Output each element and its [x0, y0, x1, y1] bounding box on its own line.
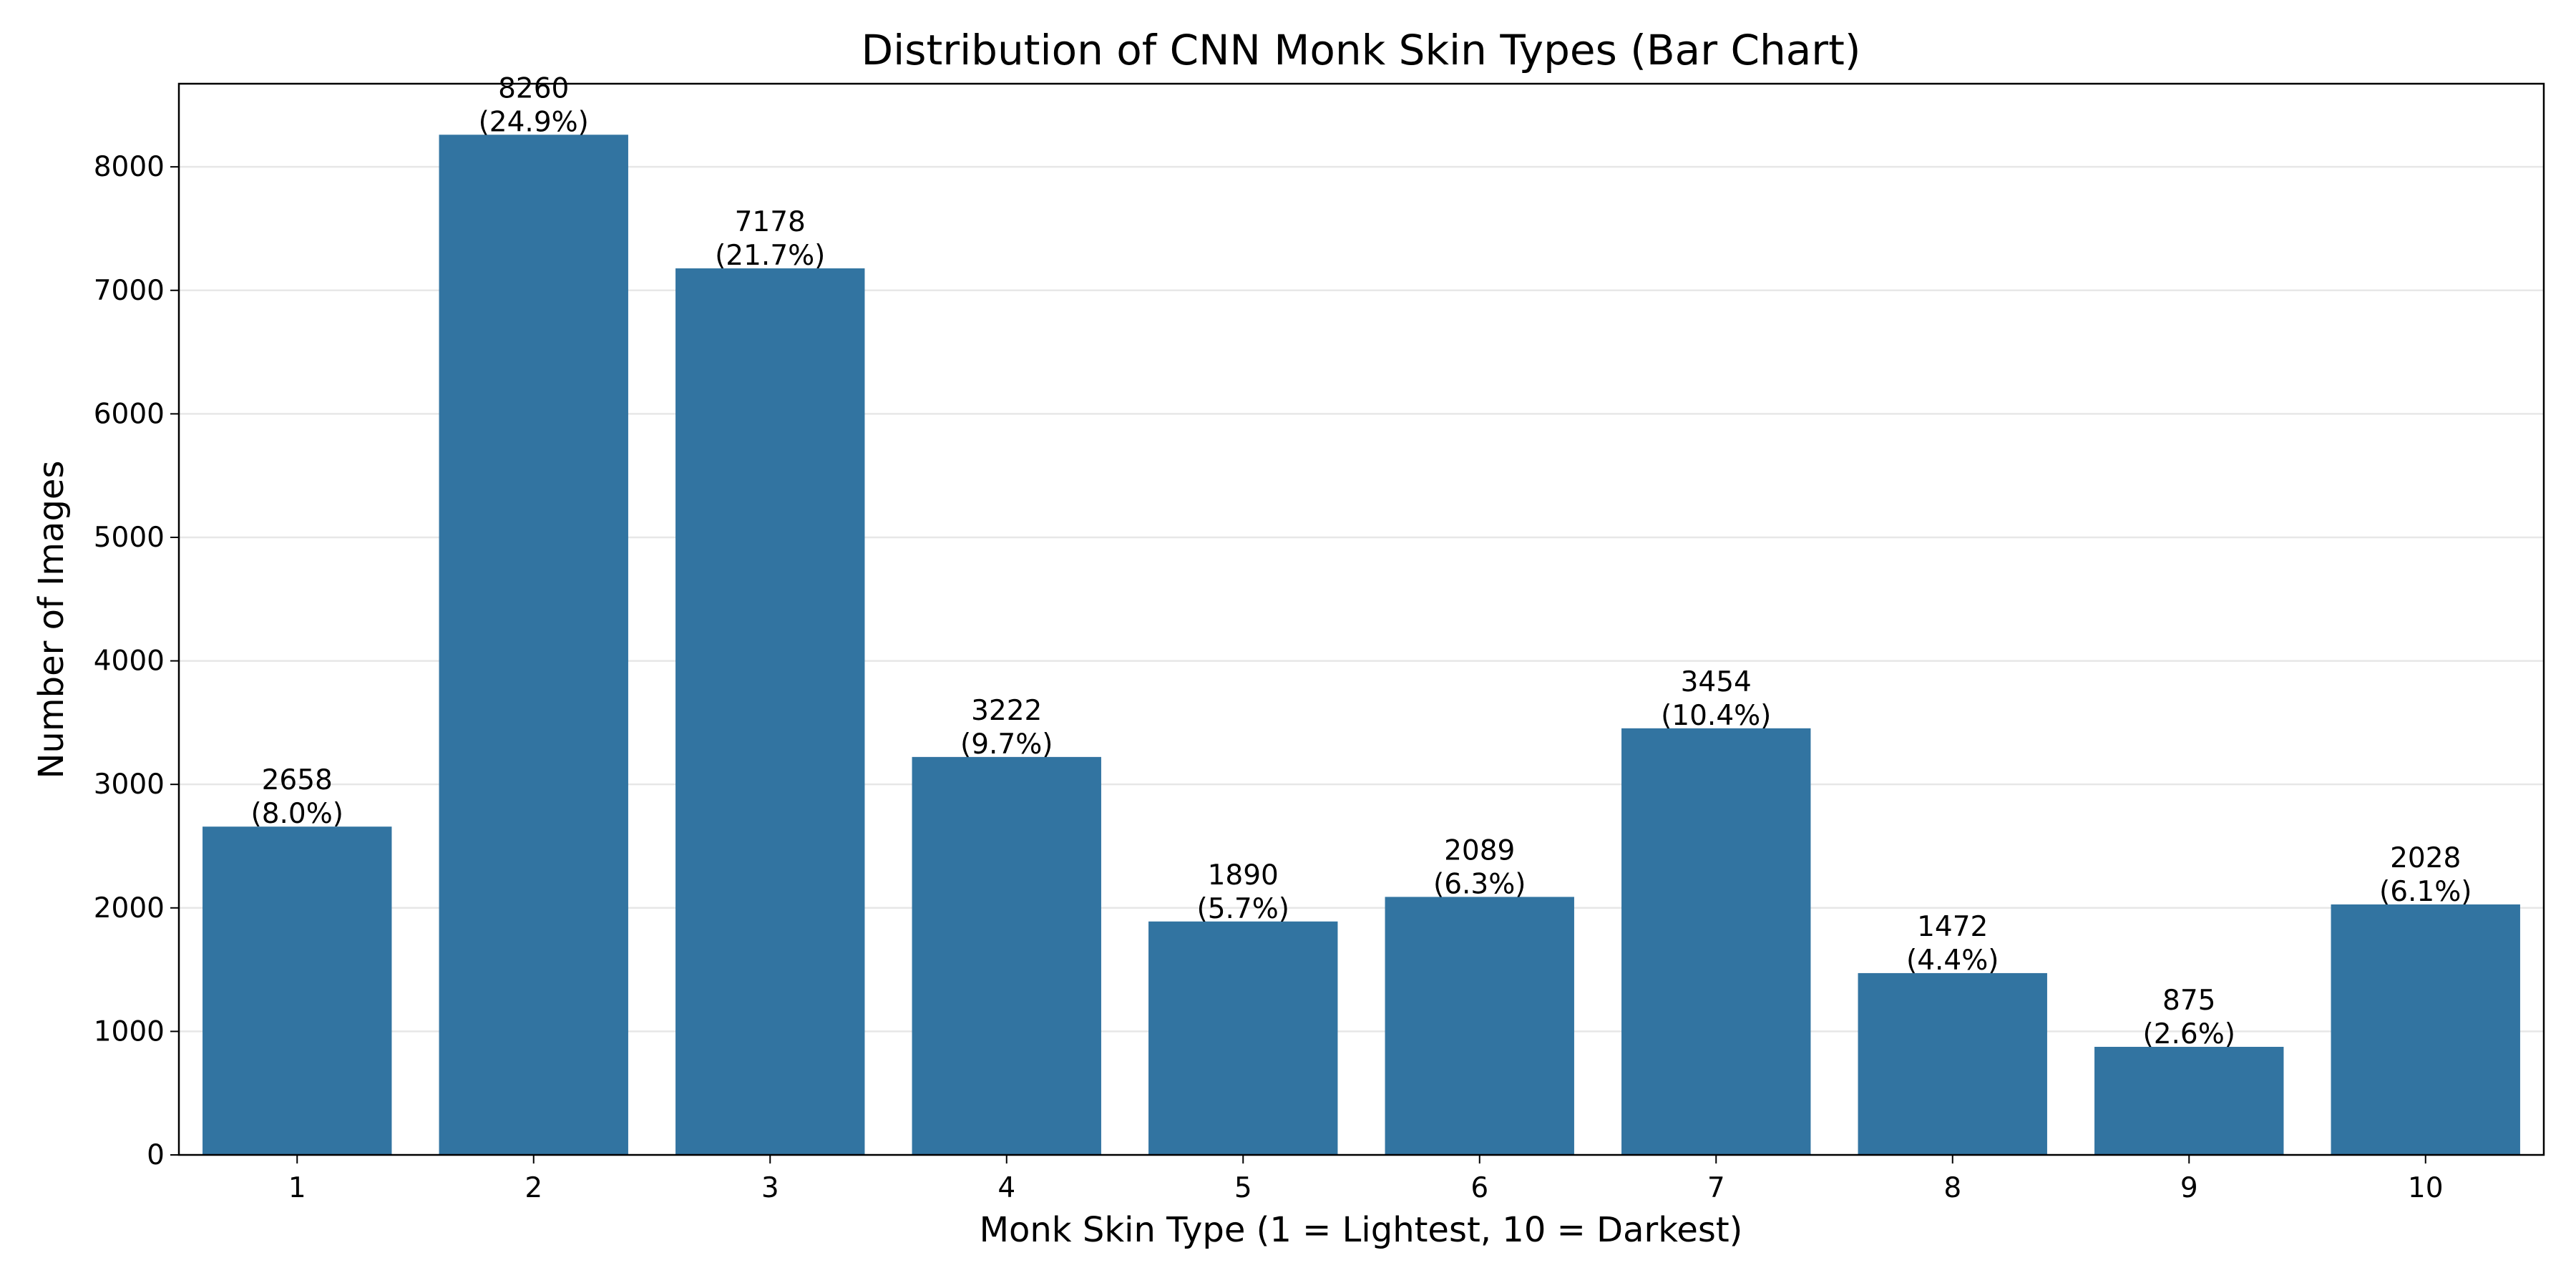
x-tick-label: 1: [288, 1172, 306, 1204]
bar-percent-label: (8.0%): [250, 798, 343, 830]
x-tick-label: 9: [2180, 1172, 2198, 1204]
bar-count-label: 1890: [1208, 859, 1279, 892]
x-tick-label: 2: [525, 1172, 542, 1204]
bar-percent-label: (21.7%): [715, 240, 825, 272]
bar-value-labels: 2658 (8.0%) 8260 (24.9%) 7178 (21.7%) 3222 (9.7…: [250, 72, 2472, 1050]
bar-percent-label: (2.6%): [2142, 1018, 2235, 1050]
bar-value-label: 1890 (5.7%): [1196, 859, 1289, 925]
bar: [1385, 897, 1574, 1155]
bar-value-label: 3454 (10.4%): [1661, 666, 1771, 732]
plot-frame: [177, 82, 2545, 1156]
bar-value-label: 3222 (9.7%): [960, 695, 1053, 761]
bar-percent-label: (5.7%): [1196, 893, 1289, 925]
x-tick-label: 7: [1707, 1172, 1725, 1204]
bar: [1621, 728, 1811, 1155]
bar: [439, 135, 628, 1155]
bar-count-label: 2089: [1444, 834, 1515, 867]
bar-percent-label: (9.7%): [960, 728, 1053, 761]
bar-percent-label: (24.9%): [479, 106, 589, 138]
y-axis: 0 1000 2000 3000 4000 5000 6000 7000 8000: [94, 151, 179, 1171]
bar: [912, 756, 1101, 1155]
y-tick-label: 3000: [94, 769, 165, 801]
y-axis-label: Number of Images: [31, 461, 72, 779]
bar-count-label: 875: [2162, 985, 2215, 1017]
bar-percent-label: (6.3%): [1433, 868, 1526, 900]
chart-title: Distribution of CNN Monk Skin Types (Bar…: [861, 26, 1860, 74]
bar-percent-label: (6.1%): [2379, 876, 2472, 908]
bars: [203, 135, 2520, 1155]
x-axis-label: Monk Skin Type (1 = Lightest, 10 = Darke…: [980, 1210, 1743, 1250]
y-tick-label: 7000: [94, 275, 165, 307]
bar-count-label: 2658: [262, 764, 333, 796]
bar-value-label: 7178 (21.7%): [715, 206, 825, 272]
bar-count-label: 3222: [971, 695, 1042, 727]
y-tick-label: 1000: [94, 1015, 165, 1048]
bar: [2094, 1046, 2284, 1155]
x-tick-label: 5: [1234, 1172, 1252, 1204]
x-tick-label: 8: [1943, 1172, 1961, 1204]
bar-percent-label: (4.4%): [1906, 945, 1999, 977]
bar: [1858, 972, 2047, 1155]
bar-value-label: 8260 (24.9%): [479, 72, 589, 138]
bar-count-label: 8260: [498, 72, 569, 104]
bar: [2331, 904, 2520, 1155]
bar-value-label: 875 (2.6%): [2142, 985, 2235, 1050]
bar-percent-label: (10.4%): [1661, 700, 1771, 732]
bar-count-label: 2028: [2390, 842, 2461, 874]
bar-value-label: 2658 (8.0%): [250, 764, 343, 830]
x-tick-label: 4: [997, 1172, 1015, 1204]
y-tick-label: 5000: [94, 522, 165, 554]
bar-count-label: 7178: [735, 206, 806, 238]
bar-value-label: 2089 (6.3%): [1433, 834, 1526, 900]
y-tick-label: 2000: [94, 892, 165, 924]
y-tick-label: 8000: [94, 151, 165, 183]
x-tick-label: 6: [1470, 1172, 1488, 1204]
bar-count-label: 3454: [1681, 666, 1752, 698]
x-axis: 1 2 3 4 5 6 7 8 9 10: [288, 1155, 2444, 1204]
y-tick-label: 6000: [94, 398, 165, 430]
bar: [1148, 921, 1338, 1155]
bar: [675, 268, 865, 1155]
y-tick-label: 4000: [94, 645, 165, 678]
bar: [203, 826, 392, 1155]
bar-count-label: 1472: [1917, 911, 1988, 943]
x-tick-label: 3: [761, 1172, 779, 1204]
bar-value-label: 2028 (6.1%): [2379, 842, 2472, 908]
y-tick-label: 0: [147, 1139, 165, 1171]
x-tick-label: 10: [2408, 1172, 2444, 1204]
bar-value-label: 1472 (4.4%): [1906, 911, 1999, 977]
